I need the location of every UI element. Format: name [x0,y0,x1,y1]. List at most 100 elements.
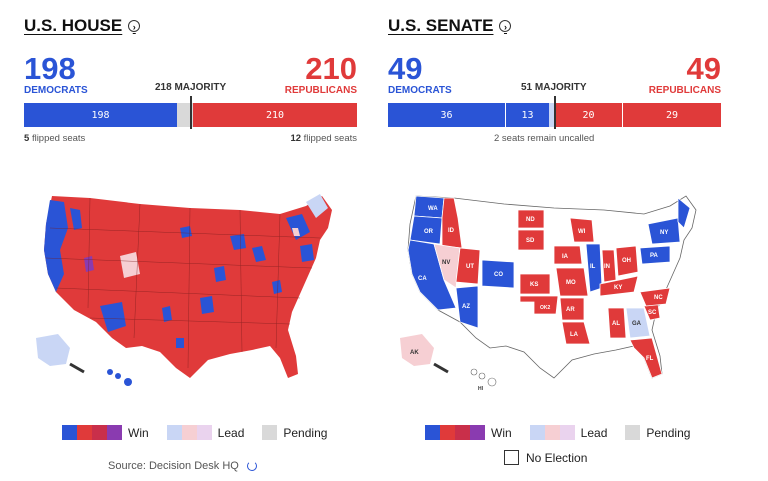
svg-text:CO: CO [494,272,503,278]
svg-text:UT: UT [466,264,474,270]
house-legend: Win Lead Pending [62,425,345,440]
senate-dem-count: 49 [388,51,423,86]
house-legend-win: Win [62,425,149,440]
house-seat-bar: 198 210 [24,103,357,127]
svg-text:KY: KY [614,285,622,291]
house-rep-label: REPUBLICANS [284,85,357,96]
lead-swatch-dem [166,425,182,440]
senate-rep-count: 49 [686,51,721,86]
svg-text:HI: HI [478,386,484,392]
senate-map-hawaii[interactable]: HI [470,368,497,392]
state-ia[interactable] [553,245,583,265]
senate-legend: Win Lead Pending [425,425,708,440]
state-az[interactable] [455,285,479,329]
svg-text:WA: WA [428,206,438,212]
senate-bar-rep-holdover: 29 [623,103,721,127]
lead-swatch-other [559,425,575,440]
svg-text:OK1: OK1 [522,305,533,311]
svg-text:FL: FL [646,356,654,362]
svg-text:AK: AK [410,350,419,356]
win-swatch-dem [425,425,440,440]
house-legend-lead: Lead [166,425,245,440]
house-rep-flipped-text: flipped seats [303,133,357,144]
svg-text:OR: OR [424,229,434,235]
lead-swatch-other [196,425,212,440]
state-oh[interactable] [615,245,639,277]
lead-swatch-dem [529,425,545,440]
house-district-map[interactable] [30,188,345,398]
senate-dem-label: DEMOCRATS [388,85,452,96]
senate-title[interactable]: U.S. SENATE › [388,16,512,36]
state-nc[interactable] [639,287,671,307]
senate-title-text[interactable]: U.S. SENATE [388,16,494,35]
house-title[interactable]: U.S. HOUSE › [24,16,141,36]
house-bar-pending [177,103,193,127]
win-swatch-dem [62,425,77,440]
state-ok[interactable] [519,295,559,315]
state-ar[interactable] [559,297,585,321]
senate-legend-lead-label: Lead [580,425,608,440]
no-election-swatch [504,450,519,465]
senate-state-labels: WA OR CA ID NV UT AZ CO ND SD KS OK1 OK2… [418,206,668,362]
house-legend-lead-label: Lead [217,425,245,440]
senate-legend-win: Win [425,425,512,440]
svg-text:MO: MO [566,280,576,286]
state-co[interactable] [481,259,515,289]
state-or[interactable] [409,215,443,245]
house-legend-win-label: Win [128,425,149,440]
senate-legend-lead: Lead [529,425,608,440]
win-swatch-other [107,425,122,440]
state-in[interactable] [601,249,617,283]
source-text: Source: Decision Desk HQ [108,460,239,472]
svg-text:NC: NC [654,295,663,301]
senate-seat-bar: 36 13 20 29 [388,103,721,127]
win-swatch-mixed [92,425,107,440]
state-ks[interactable] [519,273,551,295]
senate-uncalled-note: 2 seats remain uncalled [494,133,595,144]
house-title-text[interactable]: U.S. HOUSE [24,16,123,35]
state-fl[interactable] [629,337,663,379]
state-ky[interactable] [599,275,639,297]
senate-state-shapes [407,195,691,379]
info-icon[interactable]: › [128,20,141,32]
senate-legend-pending: Pending [625,425,690,440]
svg-text:IL: IL [590,264,596,270]
house-rep-flipped-num: 12 [290,133,302,144]
source-note: Source: Decision Desk HQ [108,460,257,472]
senate-bar-dem-holdover: 36 [388,103,506,127]
state-ut[interactable] [455,247,481,285]
senate-bar-rep-new: 20 [555,103,623,127]
house-majority-line [190,96,192,129]
state-new-england[interactable] [677,197,691,229]
svg-text:ND: ND [526,217,535,223]
state-pa[interactable] [639,245,671,265]
house-dem-label: DEMOCRATS [24,85,88,96]
house-legend-pending-label: Pending [283,425,328,440]
senate-state-map[interactable]: WA OR CA ID NV UT AZ CO ND SD KS OK1 OK2… [394,188,709,398]
svg-text:OK2: OK2 [540,305,551,311]
svg-text:SC: SC [648,310,657,316]
refresh-icon[interactable] [246,461,257,471]
svg-text:LA: LA [570,332,579,338]
state-ga[interactable] [625,307,651,339]
senate-map-alaska[interactable]: AK [400,334,449,374]
house-dem-flipped-num: 5 [24,133,30,144]
state-al[interactable] [607,307,627,339]
state-la[interactable] [561,321,591,345]
lead-swatch-rep [181,425,197,440]
svg-text:PA: PA [650,253,659,259]
house-bar-dem: 198 [24,103,177,127]
senate-rep-label: REPUBLICANS [648,85,721,96]
house-map-alaska [36,334,85,374]
svg-text:AR: AR [566,307,575,313]
win-swatch-mixed [455,425,470,440]
state-nd[interactable] [517,209,545,229]
state-sd[interactable] [517,229,545,251]
info-icon[interactable]: › [499,20,512,32]
senate-legend-pending-label: Pending [646,425,691,440]
svg-text:AL: AL [612,321,620,327]
state-ny[interactable] [647,217,681,245]
state-wi[interactable] [569,217,595,243]
house-dem-count: 198 [24,51,76,86]
state-mo[interactable] [555,267,589,297]
